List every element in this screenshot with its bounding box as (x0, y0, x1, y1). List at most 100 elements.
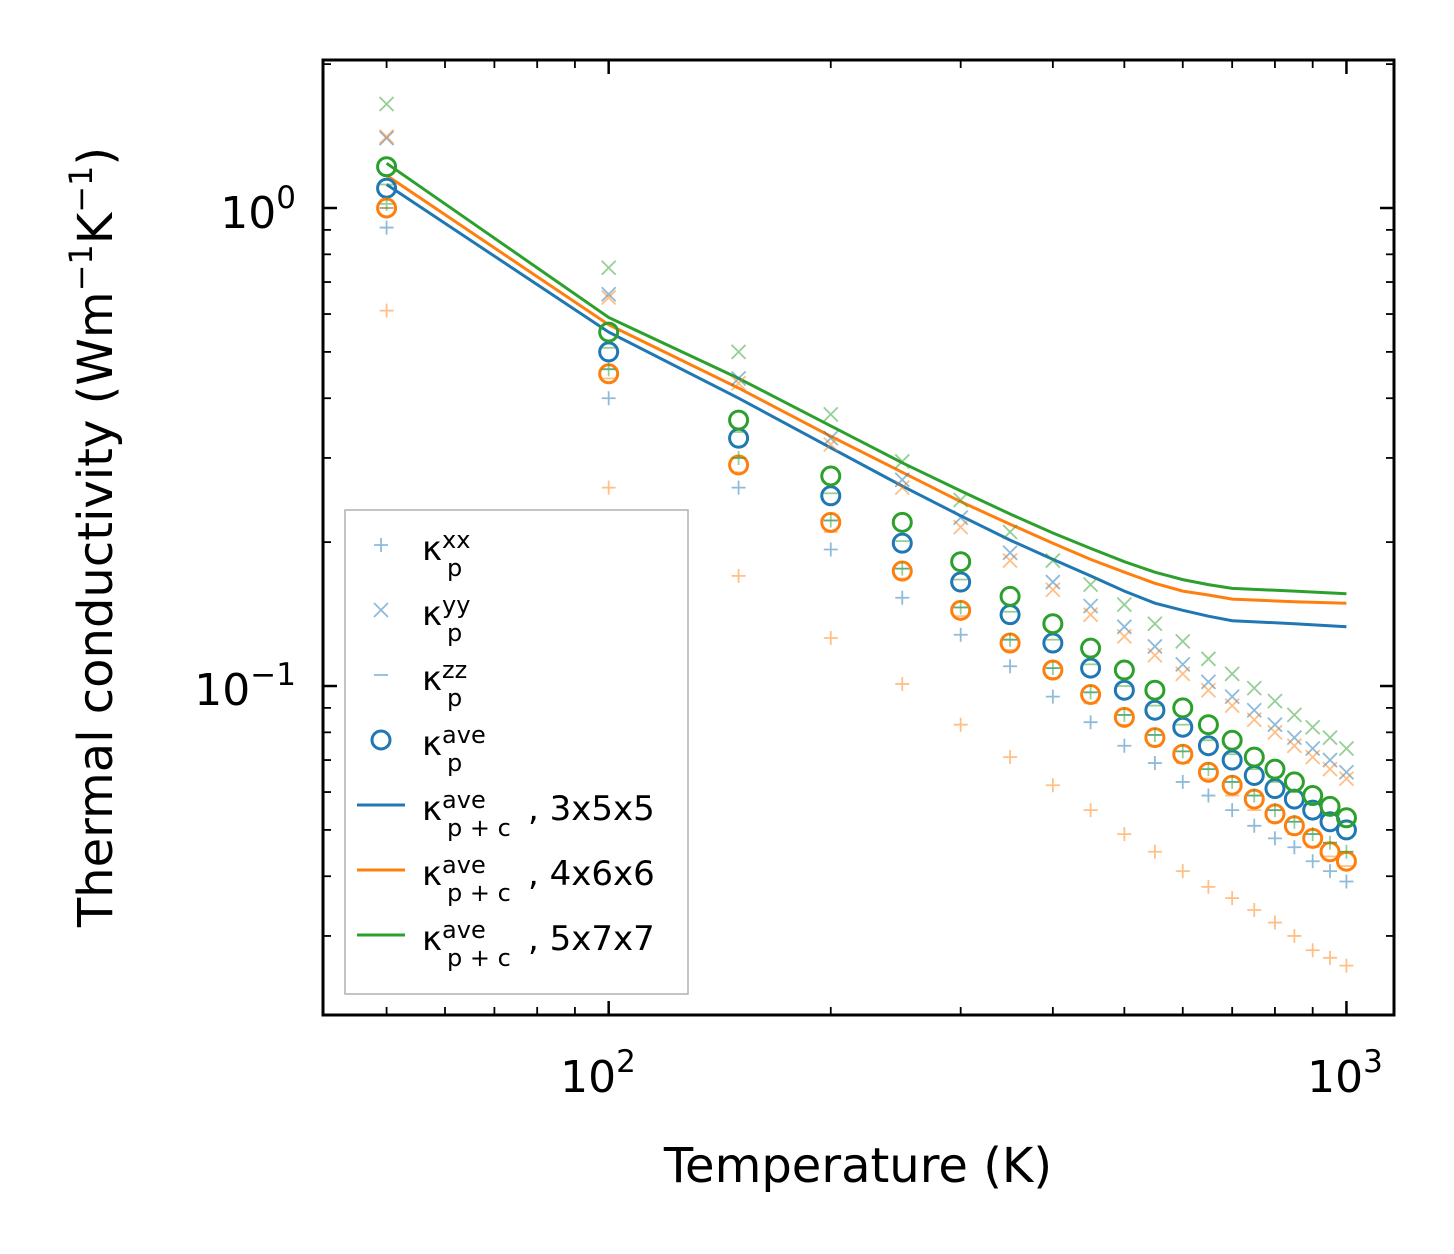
data-point-plus-green-500-shape (1117, 707, 1132, 722)
data-point-circle-green-150-shape (728, 409, 750, 431)
data-point-cross-blue-200 (823, 430, 839, 446)
data-point-cross-blue-1000-shape (1338, 764, 1355, 780)
data-point-plus-orange-850-shape (1287, 928, 1302, 943)
data-point-plus-green-400-shape (1045, 661, 1060, 676)
data-point-plus-blue-600 (1175, 774, 1190, 789)
data-point-cross-orange-500 (1116, 628, 1132, 645)
data-point-circle-green-200-shape (820, 465, 842, 487)
data-point-circle-green-900 (1302, 785, 1324, 807)
data-point-circle-green-200 (820, 465, 842, 487)
data-point-circle-green-350-shape (999, 585, 1021, 607)
data-point-cross-orange-150 (730, 375, 747, 391)
data-point-circle-green-300-shape (950, 551, 972, 573)
data-point-cross-orange-400-shape (1045, 582, 1061, 598)
data-point-plus-orange-550 (1147, 844, 1162, 859)
data-point-cross-orange-950-shape (1322, 761, 1338, 777)
data-point-cross-orange-250-shape (894, 480, 910, 496)
data-point-plus-blue-300-shape (953, 627, 968, 642)
data-point-circle-green-400-shape (1042, 613, 1064, 635)
data-point-cross-green-850 (1286, 707, 1303, 723)
data-point-cross-green-100-shape (601, 260, 617, 276)
data-point-plus-green-550-shape (1147, 727, 1162, 742)
data-point-circle-orange-200-shape (820, 511, 842, 533)
series-plus-orange (379, 303, 1354, 973)
data-point-plus-green-650-shape (1201, 762, 1216, 777)
data-point-plus-blue-700-shape (1225, 803, 1240, 818)
data-point-plus-orange-800 (1267, 915, 1282, 930)
data-point-plus-green-750-shape (1247, 788, 1262, 803)
series-cross-green (378, 96, 1355, 757)
data-point-plus-orange-100 (601, 480, 616, 495)
data-point-plus-green-900-shape (1305, 827, 1320, 842)
data-point-circle-green-700-shape (1221, 729, 1243, 751)
data-point-cross-green-550-shape (1147, 616, 1163, 632)
data-point-plus-orange-400 (1045, 778, 1060, 793)
data-point-circle-green-50-shape (376, 156, 398, 178)
line-series-1 (385, 183, 1347, 629)
legend-entry-kxx: κxx p (374, 526, 470, 582)
data-point-circle-blue-450-shape (1080, 657, 1102, 679)
data-point-circle-green-950 (1319, 795, 1341, 817)
data-point-plus-blue-200-shape (823, 542, 838, 557)
legend-entry-kave: κave p (370, 721, 486, 777)
data-point-cross-green-300 (953, 492, 969, 508)
data-point-circle-green-100-shape (598, 321, 620, 343)
data-point-cross-green-750-shape (1246, 680, 1262, 696)
data-point-cross-green-250-shape (894, 453, 910, 470)
data-point-cross-orange-350-shape (1002, 552, 1018, 569)
legend-entry-line-5x7x7: κave p + c, 5x7x7 (357, 916, 655, 972)
data-point-circle-green-100 (598, 321, 620, 343)
data-point-cross-blue-50-shape (378, 130, 395, 146)
data-point-cross-green-400-shape (1045, 552, 1061, 569)
data-point-circle-green-750 (1243, 746, 1265, 768)
data-point-plus-orange-300-shape (953, 717, 968, 732)
data-point-plus-blue-100-shape (601, 391, 616, 406)
data-point-plus-green-650 (1201, 762, 1216, 777)
data-point-circle-blue-450 (1080, 657, 1102, 679)
data-point-plus-orange-900-shape (1305, 943, 1320, 958)
data-point-circle-green-1000 (1335, 807, 1357, 829)
data-point-plus-blue-950-shape (1323, 864, 1338, 879)
data-point-plus-orange-800-shape (1267, 915, 1282, 930)
data-point-plus-blue-400 (1045, 689, 1060, 704)
data-point-plus-green-300 (953, 600, 968, 615)
data-point-plus-blue-600-shape (1175, 774, 1190, 789)
data-point-plus-green-950 (1323, 835, 1338, 850)
series-circle-green (376, 156, 1357, 829)
legend-symbol-circle (370, 729, 392, 751)
data-point-cross-blue-250-shape (894, 472, 910, 488)
legend-symbol-plus-shape (374, 538, 388, 552)
data-point-circle-blue-100-shape (598, 341, 620, 363)
data-point-plus-blue-700 (1225, 803, 1240, 818)
data-point-circle-green-250-shape (891, 511, 913, 533)
data-point-circle-green-600 (1172, 697, 1194, 719)
data-point-cross-green-50-shape (378, 96, 395, 112)
data-point-circle-green-850 (1283, 771, 1305, 793)
legend-symbol-circle-shape (370, 729, 392, 751)
data-point-cross-green-600 (1175, 633, 1191, 649)
data-point-circle-green-650-shape (1197, 714, 1219, 736)
series-plus-green (379, 196, 1354, 859)
data-point-circle-green-250 (891, 511, 913, 533)
data-point-cross-green-600-shape (1175, 633, 1191, 649)
data-point-cross-blue-200-shape (823, 430, 839, 446)
data-point-circle-green-500 (1113, 659, 1135, 681)
data-point-circle-blue-500 (1113, 679, 1135, 701)
data-point-plus-green-700-shape (1225, 774, 1240, 789)
y-axis-label: Thermal conductivity (Wm−1K−1) (62, 147, 124, 928)
data-point-circle-green-450 (1080, 637, 1102, 659)
series-plus-blue (379, 220, 1354, 889)
legend: κxx p κyy p κzz p κave p κave p + c, 3x5x5 κa… (344, 509, 689, 995)
data-point-cross-orange-600 (1175, 666, 1191, 682)
data-point-circle-green-600-shape (1172, 697, 1194, 719)
data-point-plus-blue-450-shape (1083, 715, 1098, 730)
data-point-cross-orange-650 (1200, 682, 1217, 698)
data-point-circle-orange-200 (820, 511, 842, 533)
data-point-cross-orange-950 (1322, 761, 1338, 777)
data-point-plus-green-200 (823, 513, 838, 528)
data-point-circle-green-700 (1221, 729, 1243, 751)
